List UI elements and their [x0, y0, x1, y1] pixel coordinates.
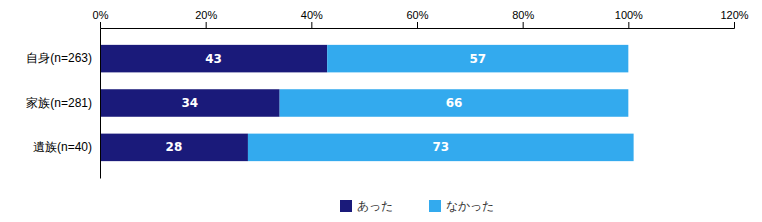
tick-mark	[311, 22, 312, 28]
bar-series	[248, 45, 634, 161]
tick-label: 60%	[406, 9, 428, 21]
tick-label: 120%	[720, 9, 748, 21]
tick-label: 80%	[512, 9, 534, 21]
tick-label: 100%	[615, 9, 643, 21]
data-label: 73	[432, 140, 449, 154]
tick-mark	[734, 22, 735, 28]
tick: 20%	[195, 9, 217, 28]
tick-label: 自身(n=263)	[26, 51, 92, 65]
tick: 40%	[301, 9, 323, 28]
plot: 43 34 28 57 66 73 0% 20% 40% 60% 80% 100% 120% 自身(n=2…	[26, 9, 748, 179]
axis-line	[101, 22, 735, 29]
data-label: 57	[469, 52, 486, 66]
axis-line	[100, 29, 101, 179]
tick: 100%	[615, 9, 643, 28]
tick-mark	[417, 22, 418, 28]
tick-label: 0%	[93, 9, 109, 21]
x-axis: 0% 20% 40% 60% 80% 100% 120%	[93, 9, 749, 29]
tick-label: 40%	[301, 9, 323, 21]
legend-item: なかった	[429, 199, 494, 213]
legend-swatch	[340, 200, 352, 212]
tick-mark	[523, 22, 524, 28]
data-label: 43	[205, 52, 222, 66]
bar	[100, 45, 327, 73]
tick-mark	[628, 22, 629, 28]
tick: 家族(n=281)	[26, 96, 100, 110]
data-label: 66	[446, 96, 463, 110]
legend-label: あった	[357, 199, 393, 213]
tick-label: 20%	[195, 9, 217, 21]
data-label: 28	[166, 140, 183, 154]
bar	[327, 45, 628, 73]
bars	[100, 45, 634, 161]
tick: 自身(n=263)	[26, 51, 100, 65]
bar	[100, 134, 248, 162]
data-labels: 43 34 28 57 66 73	[166, 52, 486, 155]
bar	[248, 134, 634, 162]
tick-label: 家族(n=281)	[26, 96, 92, 110]
tick-label: 遺族(n=40)	[33, 140, 92, 154]
legend: あった なかった	[340, 199, 494, 213]
legend-swatch	[429, 200, 441, 212]
tick: 120%	[720, 9, 748, 28]
tick: 0%	[93, 9, 109, 28]
y-axis: 自身(n=263) 家族(n=281) 遺族(n=40)	[26, 29, 100, 179]
bar	[100, 89, 280, 117]
tick-mark	[100, 22, 101, 28]
tick-mark	[206, 22, 207, 28]
legend-label: なかった	[446, 199, 494, 213]
legend-item: あった	[340, 199, 393, 213]
tick: 遺族(n=40)	[33, 140, 100, 154]
bar	[280, 89, 629, 117]
tick: 80%	[512, 9, 534, 28]
tick: 60%	[406, 9, 428, 28]
data-label: 34	[181, 96, 198, 110]
chart: 43 34 28 57 66 73 0% 20% 40% 60% 80% 100% 120% 自身(n=2…	[0, 0, 762, 222]
